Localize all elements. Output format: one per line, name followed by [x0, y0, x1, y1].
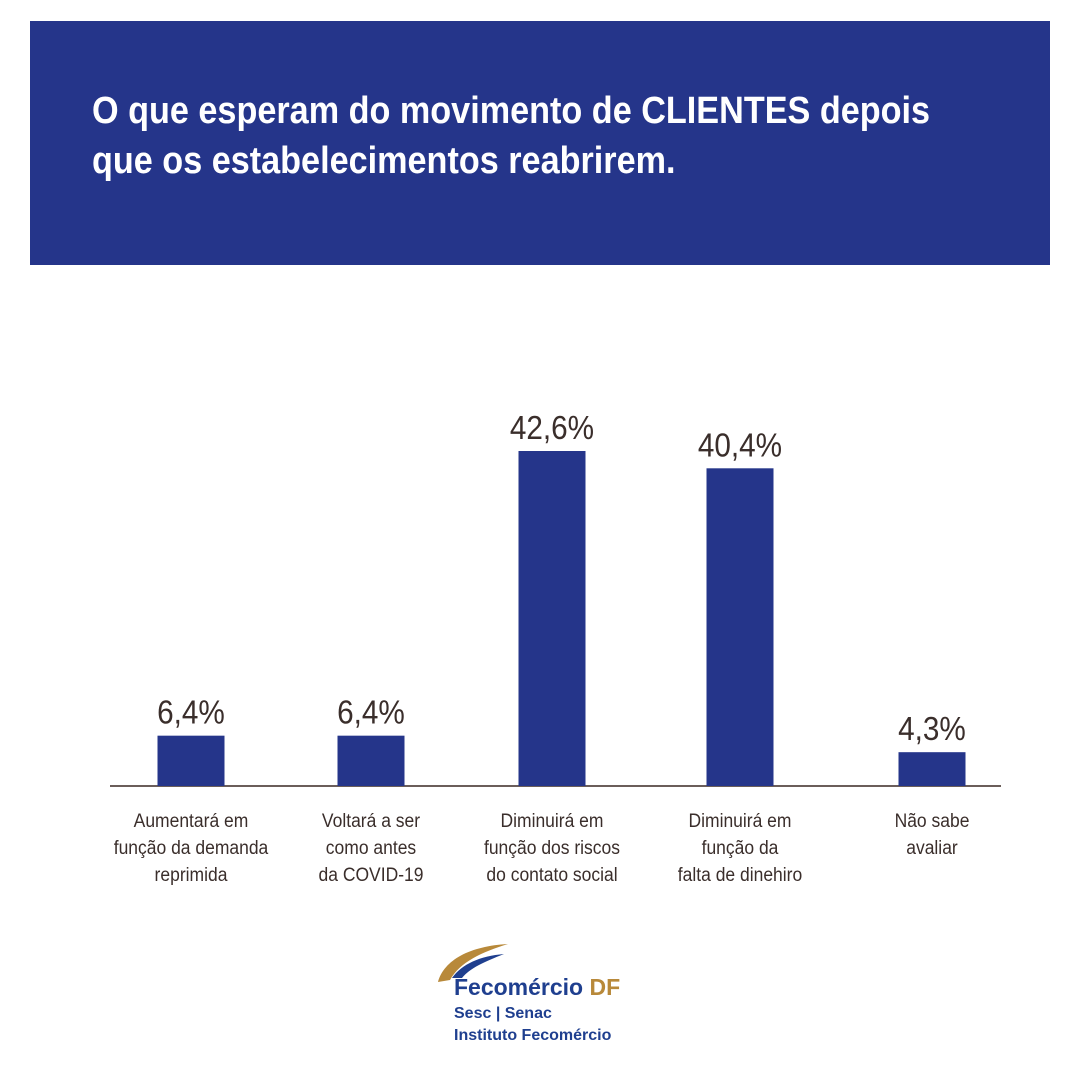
- logo-name-fecomercio: Fecomércio: [454, 974, 584, 1000]
- page-title-line-2: que os estabelecimentos reabrirem.: [92, 140, 676, 182]
- bar-1: [157, 735, 225, 786]
- logo-instituto: Instituto Fecomércio: [454, 1027, 612, 1044]
- category-label-2: Voltará a ser como antes da COVID-19: [279, 808, 463, 889]
- category-label-5-line-2: avaliar: [906, 838, 958, 859]
- logo-name-df: DF: [589, 974, 621, 1000]
- category-label-4-line-3: falta de dinehiro: [677, 865, 803, 886]
- page-title-line-1: O que esperam do movimento de CLIENTES d…: [92, 90, 931, 132]
- bar-value-label-5: 4,3%: [898, 711, 966, 748]
- bar-value-label-4: 40,4%: [698, 427, 782, 464]
- logo-name: Fecomércio DF: [454, 974, 620, 1000]
- bar-value-label-2: 6,4%: [337, 694, 405, 731]
- category-label-1: Aumentará em função da demanda reprimida: [99, 808, 283, 889]
- category-label-4: Diminuirá em função da falta de dinehiro: [648, 808, 832, 889]
- category-label-3-line-3: do contato social: [486, 865, 618, 886]
- bar-5: [898, 752, 966, 786]
- category-label-5: Não sabe avaliar: [840, 808, 1024, 862]
- bar-4: [706, 468, 774, 786]
- category-label-3-line-1: Diminuirá em: [500, 811, 604, 832]
- category-label-2-line-3: da COVID-19: [318, 865, 424, 886]
- category-label-4-line-2: função da: [701, 838, 779, 859]
- category-label-5-line-1: Não sabe: [894, 811, 970, 832]
- page-title: O que esperam do movimento de CLIENTES d…: [92, 86, 938, 186]
- category-label-4-line-1: Diminuirá em: [688, 811, 792, 832]
- fecomercio-logo: Fecomércio DF Sesc | Senac Instituto Fec…: [430, 938, 660, 1048]
- category-label-1-line-2: função da demanda: [113, 838, 269, 859]
- category-label-1-line-3: reprimida: [154, 865, 228, 886]
- bar-value-label-3: 42,6%: [510, 410, 594, 447]
- title-banner: [30, 21, 1050, 265]
- category-label-3-line-2: função dos riscos: [483, 838, 621, 859]
- bar-3: [518, 451, 586, 786]
- bar-value-label-1: 6,4%: [157, 694, 225, 731]
- category-label-2-line-2: como antes: [325, 838, 417, 859]
- bar-2: [337, 735, 405, 786]
- fecomercio-wing-icon: [438, 944, 508, 982]
- logo-sesc-senac: Sesc | Senac: [454, 1005, 552, 1022]
- category-label-2-line-1: Voltará a ser: [321, 811, 421, 832]
- category-label-3: Diminuirá em função dos riscos do contato …: [460, 808, 644, 889]
- category-label-1-line-1: Aumentará em: [133, 811, 249, 832]
